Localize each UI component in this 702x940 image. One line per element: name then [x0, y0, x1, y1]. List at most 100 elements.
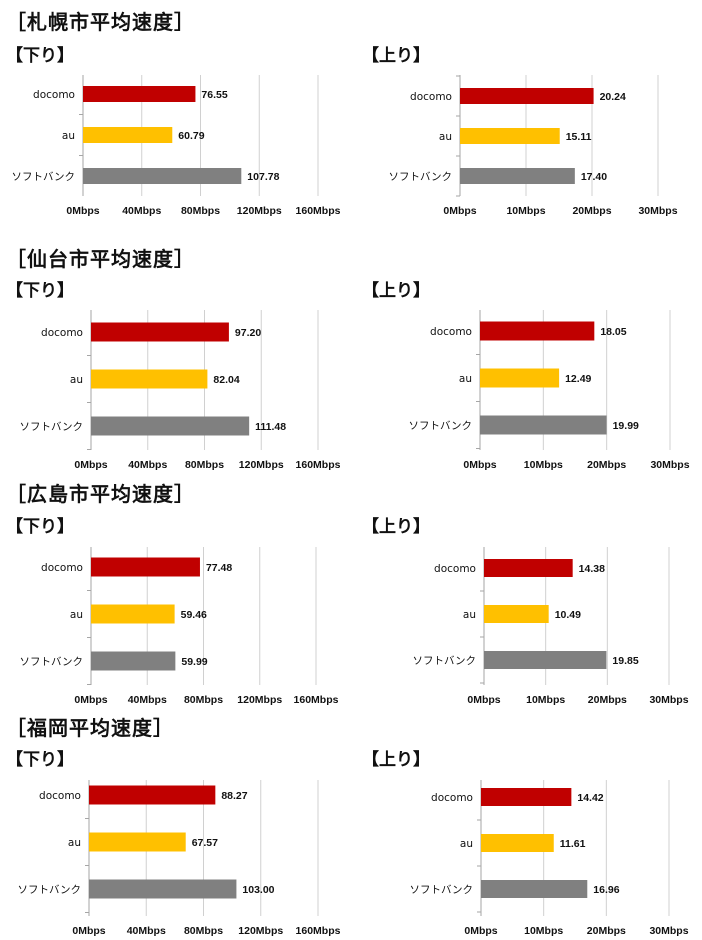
au-bar [481, 834, 554, 852]
x-tick-label: 20Mbps [588, 694, 627, 706]
sendai-download-label: 【下り】 [6, 281, 74, 301]
softbank-category-label: ソフトバンク [19, 421, 83, 433]
sendai-upload-label: 【上り】 [362, 281, 430, 301]
x-tick-label: 30Mbps [650, 459, 689, 471]
fukuoka-download-chart: 0Mbps 40Mbps 80Mbps 120Mbps 160Mbps docomo 88.… [17, 780, 341, 937]
softbank-category-label: ソフトバンク [408, 420, 472, 432]
x-tick-label: 20Mbps [572, 205, 611, 217]
docomo-value-label: 97.20 [235, 327, 261, 339]
softbank-value-label: 59.99 [181, 656, 207, 668]
au-bar [91, 369, 208, 389]
docomo-category-label: docomo [41, 562, 83, 574]
au-category-label: au [70, 609, 83, 621]
x-tick-label: 20Mbps [587, 459, 626, 471]
x-tick-label: 30Mbps [649, 925, 688, 937]
softbank-bar [460, 168, 575, 184]
x-tick-label: 120Mbps [239, 459, 284, 471]
x-tick-label: 80Mbps [184, 925, 223, 937]
hiroshima-section-title: ［広島市平均速度］ [6, 482, 195, 506]
au-category-label: au [68, 837, 81, 849]
x-tick-label: 120Mbps [237, 205, 282, 217]
softbank-category-label: ソフトバンク [409, 884, 473, 896]
docomo-category-label: docomo [431, 792, 473, 804]
softbank-category-label: ソフトバンク [19, 656, 83, 668]
x-tick-label: 0Mbps [463, 459, 496, 471]
x-tick-label: 0Mbps [72, 925, 105, 937]
au-category-label: au [70, 374, 83, 386]
au-category-label: au [439, 131, 452, 143]
x-tick-label: 0Mbps [74, 694, 107, 706]
au-value-label: 12.49 [565, 373, 591, 385]
fukuoka-upload-chart: 0Mbps 10Mbps 20Mbps 30Mbps docomo 14.42 au 11.6… [409, 780, 689, 937]
softbank-value-label: 111.48 [255, 421, 286, 433]
x-tick-label: 40Mbps [128, 459, 167, 471]
docomo-bar [89, 785, 216, 805]
au-value-label: 10.49 [555, 609, 581, 621]
docomo-bar [481, 788, 572, 806]
softbank-value-label: 19.99 [613, 420, 639, 432]
x-tick-label: 160Mbps [296, 459, 341, 471]
x-tick-label: 10Mbps [524, 925, 563, 937]
x-tick-label: 80Mbps [184, 694, 223, 706]
docomo-value-label: 76.55 [201, 89, 227, 101]
x-tick-label: 0Mbps [66, 205, 99, 217]
au-value-label: 67.57 [192, 837, 218, 849]
au-bar [83, 127, 173, 143]
sendai-download-chart: 0Mbps 40Mbps 80Mbps 120Mbps 160Mbps docomo 97.… [19, 310, 341, 471]
x-tick-label: 10Mbps [526, 694, 565, 706]
au-category-label: au [463, 609, 476, 621]
softbank-bar [481, 880, 588, 898]
softbank-value-label: 16.96 [593, 884, 619, 896]
x-tick-label: 160Mbps [296, 925, 341, 937]
x-tick-label: 20Mbps [587, 925, 626, 937]
docomo-category-label: docomo [39, 790, 81, 802]
hiroshima-upload-chart: 0Mbps 10Mbps 20Mbps 30Mbps docomo 14.38 au 10.4… [412, 547, 689, 706]
docomo-value-label: 77.48 [206, 562, 232, 574]
x-tick-label: 40Mbps [128, 694, 167, 706]
au-bar [91, 604, 175, 624]
x-tick-label: 0Mbps [464, 925, 497, 937]
sapporo-download-chart: 0Mbps 40Mbps 80Mbps 120Mbps 160Mbps docomo 76.… [11, 75, 341, 217]
docomo-bar [484, 559, 573, 577]
softbank-bar [480, 415, 607, 435]
docomo-category-label: docomo [41, 327, 83, 339]
docomo-bar [480, 321, 595, 341]
fukuoka-upload-label: 【上り】 [362, 750, 430, 770]
softbank-bar [91, 416, 250, 436]
softbank-category-label: ソフトバンク [17, 884, 81, 896]
softbank-category-label: ソフトバンク [388, 171, 452, 183]
docomo-category-label: docomo [33, 89, 75, 101]
x-tick-label: 0Mbps [74, 459, 107, 471]
x-tick-label: 0Mbps [443, 205, 476, 217]
hiroshima-download-label: 【下り】 [6, 517, 74, 537]
docomo-value-label: 88.27 [221, 790, 247, 802]
softbank-bar [83, 168, 242, 184]
sendai-section-title: ［仙台市平均速度］ [6, 247, 195, 271]
docomo-value-label: 14.38 [579, 563, 605, 575]
au-bar [89, 832, 186, 852]
au-value-label: 60.79 [178, 130, 204, 142]
au-category-label: au [460, 838, 473, 850]
x-tick-label: 80Mbps [181, 205, 220, 217]
x-tick-label: 120Mbps [238, 925, 283, 937]
x-tick-label: 80Mbps [185, 459, 224, 471]
fukuoka-download-label: 【下り】 [6, 750, 74, 770]
softbank-bar [91, 651, 176, 671]
docomo-value-label: 14.42 [577, 792, 603, 804]
docomo-category-label: docomo [410, 91, 452, 103]
docomo-category-label: docomo [434, 563, 476, 575]
sapporo-download-label: 【下り】 [6, 46, 74, 66]
docomo-category-label: docomo [430, 326, 472, 338]
softbank-bar [89, 879, 237, 899]
au-bar [480, 368, 560, 388]
x-tick-label: 40Mbps [127, 925, 166, 937]
docomo-value-label: 18.05 [600, 326, 626, 338]
x-tick-label: 10Mbps [524, 459, 563, 471]
docomo-bar [83, 86, 196, 102]
x-tick-label: 30Mbps [638, 205, 677, 217]
softbank-value-label: 107.78 [247, 171, 279, 183]
au-value-label: 59.46 [181, 609, 207, 621]
softbank-category-label: ソフトバンク [11, 171, 75, 183]
softbank-category-label: ソフトバンク [412, 655, 476, 667]
docomo-bar [91, 557, 200, 577]
